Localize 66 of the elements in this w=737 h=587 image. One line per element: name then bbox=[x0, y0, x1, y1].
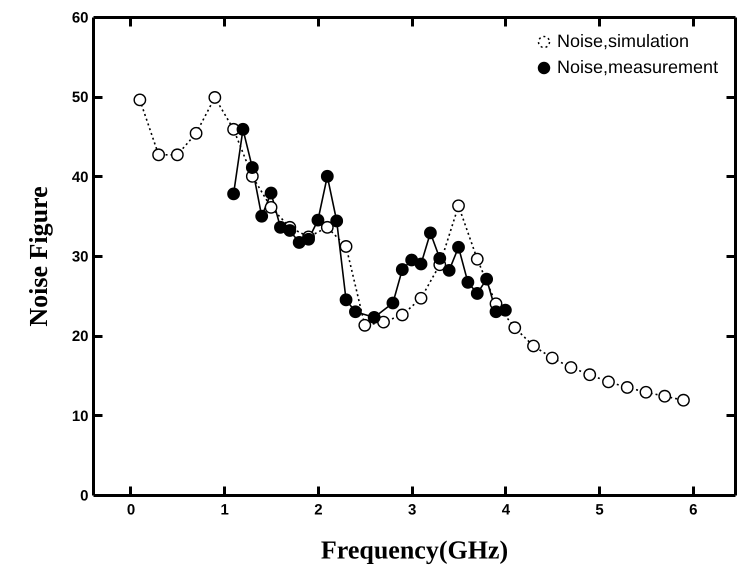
point bbox=[330, 214, 344, 228]
y-tick-label: 30 bbox=[72, 248, 88, 266]
x-axis-title: Frequency(GHz) bbox=[320, 536, 508, 564]
point bbox=[452, 199, 465, 212]
point bbox=[386, 296, 400, 310]
x-tick-label: 3 bbox=[408, 502, 416, 518]
x-tick-label: 4 bbox=[502, 502, 511, 518]
y-tick-label: 0 bbox=[80, 488, 88, 504]
point bbox=[480, 272, 494, 286]
point bbox=[320, 220, 334, 234]
point bbox=[264, 186, 278, 200]
point bbox=[302, 232, 315, 246]
point bbox=[658, 390, 672, 403]
point bbox=[246, 161, 259, 174]
point bbox=[264, 201, 278, 214]
x-tick-label: 0 bbox=[126, 502, 136, 518]
y-tick-label: 60 bbox=[72, 10, 88, 26]
point bbox=[640, 386, 652, 399]
point bbox=[283, 224, 296, 237]
point bbox=[583, 368, 596, 382]
point bbox=[564, 361, 578, 374]
y-tick-label: 20 bbox=[72, 328, 88, 346]
point bbox=[527, 340, 540, 352]
point bbox=[470, 287, 484, 300]
point bbox=[208, 91, 222, 104]
point bbox=[498, 304, 512, 317]
point bbox=[396, 263, 409, 276]
point bbox=[602, 375, 615, 388]
point bbox=[368, 310, 381, 324]
point bbox=[320, 170, 334, 183]
point bbox=[508, 321, 522, 334]
y-tick-label: 50 bbox=[72, 89, 88, 106]
point bbox=[340, 240, 352, 253]
point bbox=[433, 252, 446, 265]
point bbox=[470, 252, 484, 266]
point bbox=[312, 214, 324, 227]
point bbox=[133, 93, 146, 106]
point bbox=[377, 316, 390, 329]
point bbox=[620, 381, 634, 394]
point bbox=[414, 292, 428, 305]
x-tick-label: 5 bbox=[595, 502, 604, 518]
point bbox=[349, 305, 362, 318]
y-tick-label: 10 bbox=[72, 408, 88, 425]
point bbox=[152, 148, 166, 162]
point bbox=[227, 187, 240, 200]
x-tick-label: 2 bbox=[314, 502, 323, 518]
point bbox=[424, 226, 437, 240]
legend-label: Noise,measurement bbox=[557, 57, 718, 77]
point bbox=[396, 308, 409, 322]
point bbox=[170, 148, 184, 162]
point bbox=[677, 394, 690, 407]
x-tick-label: 1 bbox=[220, 502, 229, 518]
point bbox=[340, 293, 352, 306]
point bbox=[452, 240, 465, 254]
point bbox=[190, 126, 202, 140]
point bbox=[255, 210, 268, 223]
point bbox=[546, 352, 559, 364]
legend-label: Noise,simulation bbox=[557, 31, 690, 51]
point bbox=[414, 258, 428, 270]
point bbox=[236, 122, 250, 136]
point bbox=[358, 318, 372, 332]
point bbox=[461, 276, 474, 289]
y-axis-title: Noise Figure bbox=[24, 186, 53, 327]
point bbox=[442, 264, 456, 277]
x-tick-label: 6 bbox=[689, 502, 698, 518]
y-tick-label: 40 bbox=[72, 168, 88, 186]
